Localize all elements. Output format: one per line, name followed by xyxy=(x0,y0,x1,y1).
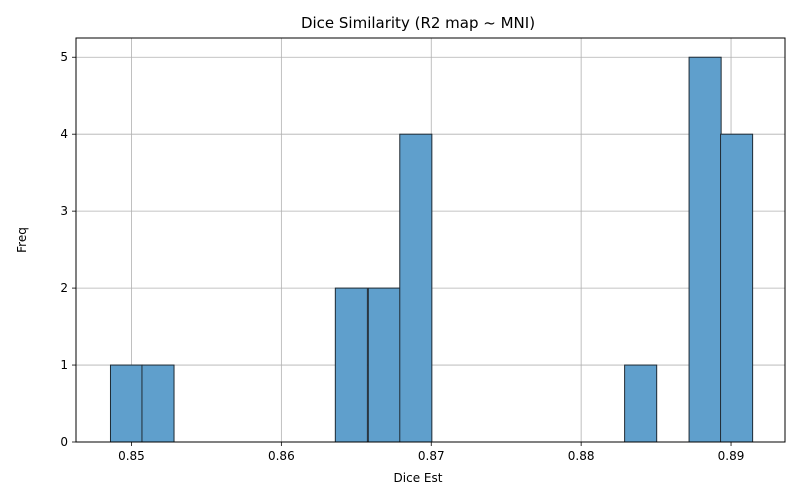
x-tick-label: 0.88 xyxy=(568,449,595,463)
plot-frame xyxy=(75,37,786,443)
histogram-bar xyxy=(334,287,368,443)
histogram-bar xyxy=(688,56,722,443)
histogram-bar xyxy=(367,287,401,443)
histogram-bar xyxy=(109,364,144,443)
x-axis-ticks: 0.85 0.86 0.87 0.88 0.89 xyxy=(118,442,744,463)
y-tick-label: 5 xyxy=(60,50,68,64)
y-tick-label: 0 xyxy=(60,435,68,449)
x-axis-title: Dice Est xyxy=(394,471,443,485)
y-axis-title: Freq xyxy=(15,227,29,253)
chart-title: Dice Similarity (R2 map ~ MNI) xyxy=(301,14,535,32)
histogram-bar xyxy=(624,364,658,443)
y-tick-label: 1 xyxy=(60,358,68,372)
y-tick-label: 3 xyxy=(60,204,68,218)
x-tick-label: 0.86 xyxy=(268,449,295,463)
y-axis-ticks: 0 1 2 3 4 5 xyxy=(60,50,76,449)
y-tick-label: 4 xyxy=(60,127,68,141)
x-tick-label: 0.89 xyxy=(718,449,745,463)
y-tick-label: 2 xyxy=(60,281,68,295)
histogram-bar xyxy=(720,133,754,443)
histogram-bar xyxy=(141,364,175,443)
x-tick-label: 0.85 xyxy=(118,449,145,463)
histogram-bar xyxy=(399,133,433,443)
x-tick-label: 0.87 xyxy=(418,449,445,463)
histogram-bars xyxy=(109,56,754,443)
